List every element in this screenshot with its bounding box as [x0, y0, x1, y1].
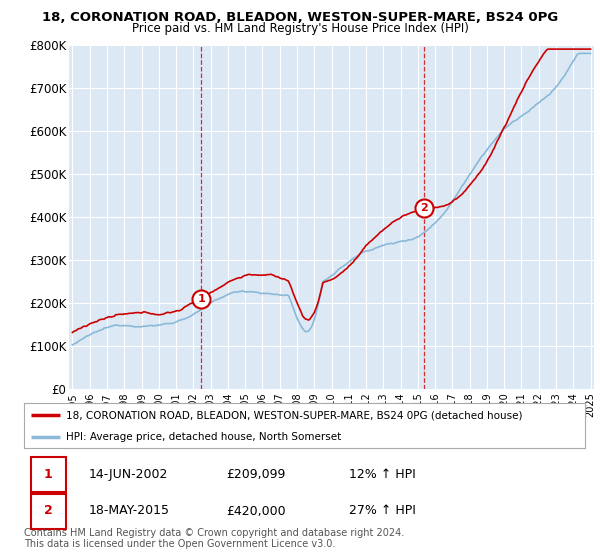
Text: 2: 2	[421, 203, 428, 213]
Text: 18, CORONATION ROAD, BLEADON, WESTON-SUPER-MARE, BS24 0PG (detached house): 18, CORONATION ROAD, BLEADON, WESTON-SUP…	[66, 410, 523, 421]
Text: 14-JUN-2002: 14-JUN-2002	[89, 468, 168, 481]
Text: Price paid vs. HM Land Registry's House Price Index (HPI): Price paid vs. HM Land Registry's House …	[131, 22, 469, 35]
Text: 27% ↑ HPI: 27% ↑ HPI	[349, 505, 416, 517]
Text: 12% ↑ HPI: 12% ↑ HPI	[349, 468, 416, 481]
Text: £420,000: £420,000	[226, 505, 286, 517]
Text: £209,099: £209,099	[226, 468, 286, 481]
Text: 18-MAY-2015: 18-MAY-2015	[89, 505, 170, 517]
Text: Contains HM Land Registry data © Crown copyright and database right 2024.
This d: Contains HM Land Registry data © Crown c…	[24, 528, 404, 549]
Text: HPI: Average price, detached house, North Somerset: HPI: Average price, detached house, Nort…	[66, 432, 341, 442]
Text: 1: 1	[197, 294, 205, 304]
FancyBboxPatch shape	[31, 493, 65, 529]
Text: 18, CORONATION ROAD, BLEADON, WESTON-SUPER-MARE, BS24 0PG: 18, CORONATION ROAD, BLEADON, WESTON-SUP…	[42, 11, 558, 24]
Text: 2: 2	[44, 505, 52, 517]
FancyBboxPatch shape	[31, 457, 65, 492]
Text: 1: 1	[44, 468, 52, 481]
